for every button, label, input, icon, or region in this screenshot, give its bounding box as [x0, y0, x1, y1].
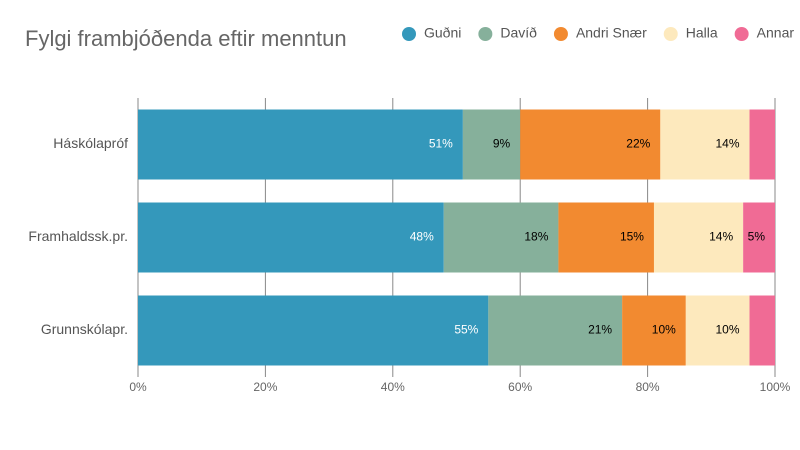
- chart-title: Fylgi frambjóðenda eftir menntun: [25, 26, 347, 51]
- bar-segment: [138, 202, 444, 273]
- x-tick-label: 100%: [760, 380, 791, 394]
- x-tick-label: 40%: [381, 380, 405, 394]
- x-tick-label: 0%: [129, 380, 147, 394]
- y-tick-label: Háskólapróf: [53, 135, 128, 151]
- bar-segment: [558, 202, 654, 273]
- data-label: 51%: [429, 137, 453, 151]
- data-label: 55%: [454, 323, 478, 337]
- legend-marker: [478, 27, 493, 41]
- data-label: 48%: [410, 230, 434, 244]
- x-tick-label: 20%: [253, 380, 277, 394]
- bar-segment: [685, 295, 750, 366]
- legend-marker: [734, 27, 749, 41]
- x-tick-label: 60%: [508, 380, 532, 394]
- bar-segment: [749, 295, 775, 366]
- y-tick-label: Grunnskólapr.: [41, 321, 128, 337]
- legend-marker: [663, 27, 678, 41]
- bar-segment: [138, 295, 489, 366]
- legend-label: Annar: [757, 25, 795, 41]
- data-label: 22%: [626, 137, 650, 151]
- bar-segment: [749, 109, 775, 180]
- legend-label: Halla: [686, 25, 718, 41]
- bar-segment: [743, 202, 775, 273]
- y-tick-label: Framhaldssk.pr.: [28, 228, 128, 244]
- bar-segment: [653, 202, 744, 273]
- bar-segment: [138, 109, 463, 180]
- data-label: 10%: [715, 323, 739, 337]
- data-label: 5%: [748, 230, 766, 244]
- data-label: 15%: [620, 230, 644, 244]
- data-label: 9%: [493, 137, 511, 151]
- x-tick-label: 80%: [636, 380, 660, 394]
- bar-segment: [660, 109, 750, 180]
- data-label: 10%: [652, 323, 676, 337]
- legend-label: Andri Snær: [576, 25, 647, 41]
- bar-segment: [520, 109, 661, 180]
- bar-segment: [622, 295, 686, 366]
- data-label: 14%: [709, 230, 733, 244]
- data-label: 18%: [524, 230, 548, 244]
- bar-segment: [443, 202, 559, 273]
- legend-label: Davíð: [500, 25, 537, 41]
- legend-marker: [553, 27, 568, 41]
- legend-label: Guðni: [424, 25, 461, 41]
- bar-segment: [488, 295, 623, 366]
- legend-marker: [402, 27, 416, 41]
- data-label: 14%: [715, 137, 739, 151]
- bar-segment: [462, 109, 521, 180]
- data-label: 21%: [588, 323, 612, 337]
